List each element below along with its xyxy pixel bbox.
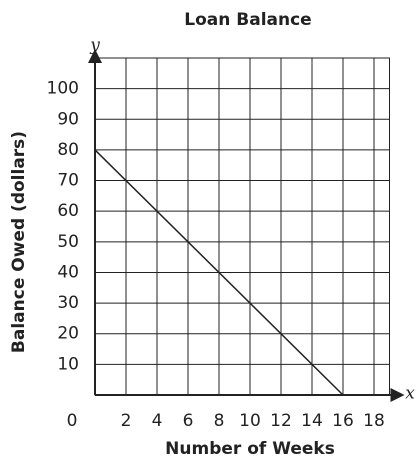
x-tick-label: 4 bbox=[152, 411, 163, 431]
x-tick-label: 2 bbox=[121, 411, 132, 431]
y-axis-letter: y bbox=[89, 36, 100, 56]
y-tick-label: 60 bbox=[57, 201, 79, 221]
y-tick-label: 100 bbox=[47, 79, 79, 99]
plot-border bbox=[94, 57, 390, 396]
x-axis-letter: x bbox=[405, 384, 415, 404]
y-tick-label: 70 bbox=[57, 171, 79, 191]
x-tick-label: 8 bbox=[214, 411, 225, 431]
x-tick-label: 6 bbox=[183, 411, 194, 431]
y-tick-label: 90 bbox=[57, 109, 79, 129]
y-tick-label: 80 bbox=[57, 140, 79, 160]
x-tick-label: 10 bbox=[239, 411, 261, 431]
x-tick-label: 16 bbox=[332, 411, 354, 431]
x-axis-label: Number of Weeks bbox=[165, 439, 335, 459]
x-tick-label: 14 bbox=[301, 411, 323, 431]
y-tick-label: 30 bbox=[57, 293, 79, 313]
chart-title: Loan Balance bbox=[184, 10, 311, 30]
y-tick-label: 50 bbox=[57, 232, 79, 252]
data-line bbox=[94, 149, 344, 396]
x-tick-label: 12 bbox=[270, 411, 292, 431]
y-tick-label: 20 bbox=[57, 324, 79, 344]
x-tick-label: 18 bbox=[363, 411, 385, 431]
y-axis-label: Balance Owed (dollars) bbox=[9, 131, 29, 353]
y-tick-label: 10 bbox=[57, 354, 79, 374]
y-tick-label: 40 bbox=[57, 262, 79, 282]
origin-label: 0 bbox=[67, 411, 78, 431]
